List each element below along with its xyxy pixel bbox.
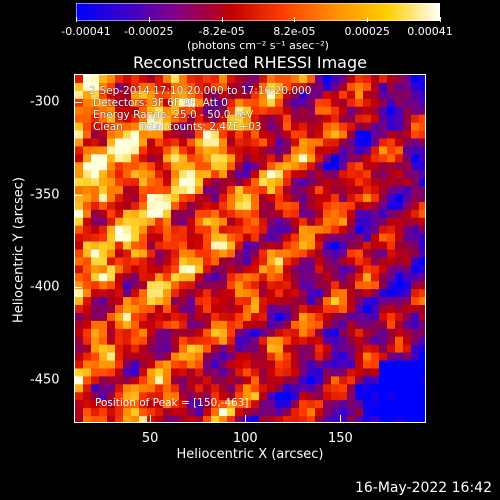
colorbar-tick-label: -0.00041 bbox=[61, 25, 111, 38]
colorbar-units: (photons cm⁻² s⁻¹ asec⁻²) bbox=[187, 39, 329, 52]
image-title: Reconstructed RHESSI Image bbox=[133, 53, 367, 72]
colorbar-tick-label: -8.2e-05 bbox=[198, 25, 245, 38]
x-tick-mark bbox=[245, 415, 247, 423]
y-tick-label: -350 bbox=[30, 187, 60, 203]
info-clean-counts: Clean Total counts: 2.47E+03 bbox=[93, 121, 262, 133]
colorbar-tick-label: 8.2e-05 bbox=[273, 25, 316, 38]
colorbar-gradient bbox=[76, 3, 440, 21]
reconstructed-image bbox=[75, 75, 425, 422]
timestamp: 16-May-2022 16:42 bbox=[354, 480, 492, 496]
x-tick-label: 50 bbox=[141, 431, 159, 446]
plot-area: 2-Sep-2014 17:10:20.000 to 17:16:20.000 … bbox=[74, 74, 426, 423]
y-tick-mark bbox=[74, 101, 82, 103]
y-tick-mark bbox=[74, 287, 82, 289]
colorbar bbox=[76, 3, 440, 21]
y-tick-mark bbox=[74, 380, 82, 382]
colorbar-tick-label: 0.00025 bbox=[344, 25, 390, 38]
colorbar-tick-mark bbox=[294, 17, 296, 22]
info-energy-range: Energy Range: 25.0 - 50.0 keV bbox=[93, 109, 254, 121]
x-tick-mark bbox=[150, 415, 152, 423]
x-tick-label: 150 bbox=[327, 431, 353, 446]
colorbar-tick-mark bbox=[221, 17, 223, 22]
info-time-range: 2-Sep-2014 17:10:20.000 to 17:16:20.000 bbox=[89, 85, 312, 97]
colorbar-tick-mark bbox=[440, 17, 441, 22]
info-detectors: Detectors: 3F 6F 9F, Att 0 bbox=[93, 97, 228, 109]
colorbar-tick-mark bbox=[148, 17, 150, 22]
colorbar-tick-mark bbox=[367, 17, 369, 22]
y-axis-label: Heliocentric Y (arcsec) bbox=[11, 177, 27, 323]
x-axis-label: Heliocentric X (arcsec) bbox=[176, 447, 324, 462]
y-tick-mark bbox=[74, 194, 82, 196]
x-tick-label: 100 bbox=[232, 431, 258, 446]
colorbar-tick-label: 0.00041 bbox=[407, 25, 453, 38]
x-tick-mark bbox=[340, 415, 342, 423]
y-tick-label: -400 bbox=[30, 279, 60, 295]
y-tick-label: -300 bbox=[30, 94, 60, 110]
colorbar-tick-mark bbox=[76, 17, 77, 22]
y-tick-label: -450 bbox=[30, 372, 60, 388]
colorbar-tick-label: -0.00025 bbox=[124, 25, 174, 38]
peak-position: Position of Peak = [150,-463] bbox=[95, 397, 249, 409]
